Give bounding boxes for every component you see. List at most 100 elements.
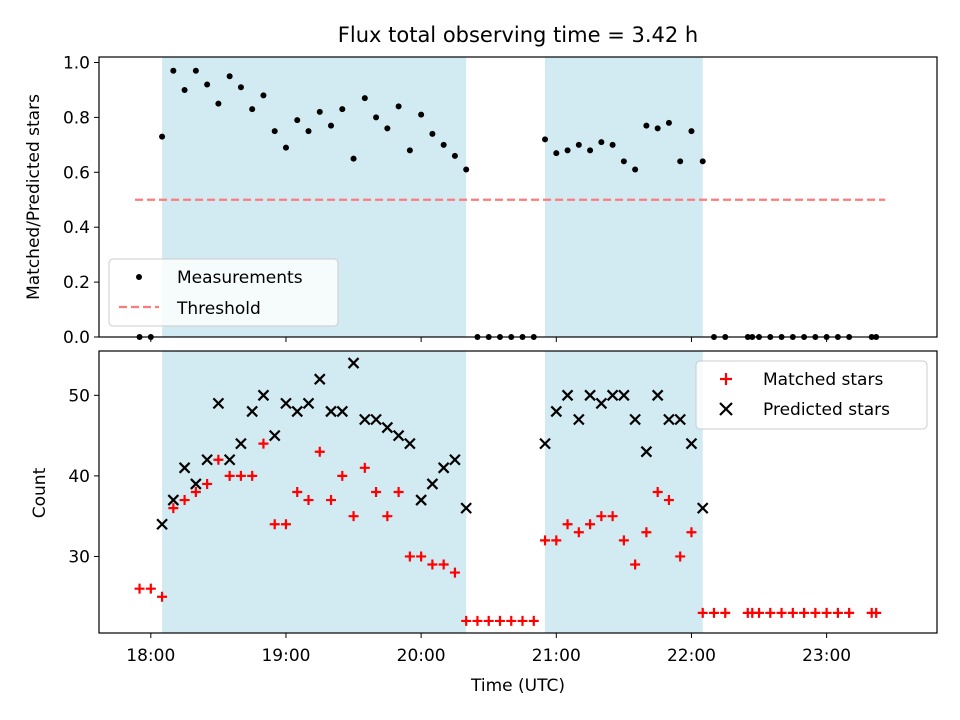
measurement-point: [418, 111, 425, 118]
matched-stars-point: [258, 438, 269, 449]
predicted-stars-point: [223, 453, 236, 466]
predicted-stars-point: [280, 397, 292, 410]
predicted-stars-point: [313, 373, 326, 385]
matched-stars-point: [596, 511, 607, 522]
measurement-point: [282, 144, 289, 151]
measurement-point: [587, 147, 594, 154]
measurement-point: [429, 130, 436, 137]
matched-stars-point: [337, 470, 348, 481]
predicted-stars-point: [640, 445, 653, 458]
legend-label-matched: Matched stars: [763, 370, 883, 390]
predicted-stars-point: [370, 413, 382, 426]
predicted-stars-point: [449, 453, 461, 466]
matched-stars-point: [607, 511, 618, 522]
matched-stars-point: [483, 615, 494, 626]
observing-window: [162, 351, 467, 633]
predicted-stars-point: [347, 357, 360, 369]
matched-stars-point: [506, 615, 517, 626]
matched-stars-point: [247, 470, 258, 481]
matched-stars-point: [145, 583, 156, 594]
matched-stars-point: [359, 462, 370, 473]
matched-stars-point: [641, 527, 652, 538]
predicted-stars-point: [437, 462, 450, 474]
measurement-point: [609, 141, 616, 148]
measurement-point: [440, 141, 447, 148]
x-tick-label: 19:00: [261, 646, 310, 666]
x-tick-label: 20:00: [397, 646, 446, 666]
matched-stars-point: [461, 615, 472, 626]
matched-stars-point: [269, 519, 280, 530]
measurement-point: [170, 67, 177, 74]
measurements-series: [136, 67, 880, 340]
predicted-stars-point: [618, 389, 630, 402]
matched-stars-point: [821, 607, 832, 618]
matched-stars-point: [134, 583, 145, 594]
matched-stars-point: [371, 487, 382, 497]
matched-stars-point: [720, 607, 731, 618]
measurement-point: [665, 119, 672, 126]
matched-stars-point: [776, 607, 787, 618]
predicted-stars-point: [629, 413, 641, 426]
matched-stars-point: [562, 519, 573, 530]
matched-stars-point: [472, 615, 483, 626]
predicted-stars-point: [156, 518, 168, 531]
y-tick-label: 0.0: [63, 328, 90, 348]
bottom-legend-box: [695, 360, 928, 430]
matched-stars-point: [697, 607, 708, 618]
measurement-point: [463, 166, 470, 173]
predicted-stars-point: [460, 502, 472, 514]
matched-stars-point: [652, 487, 663, 497]
predicted-stars-point: [539, 437, 551, 450]
measurement-point: [542, 136, 549, 143]
measurement-point: [237, 84, 244, 91]
measurement-point: [677, 158, 684, 165]
predicted-stars-point: [651, 389, 664, 402]
x-tick-label: 22:00: [667, 646, 716, 666]
predicted-stars-point: [381, 421, 394, 434]
matched-stars-point: [449, 567, 460, 578]
top-x-ticks: [150, 337, 828, 342]
measurement-point: [688, 128, 695, 135]
top-legend-box: [108, 258, 339, 327]
predicted-stars-point: [167, 494, 180, 506]
bottom-axes-frame: [98, 350, 938, 634]
measurement-point: [192, 67, 199, 74]
top-panel: 0.0 0.2 0.4 0.6 0.8 1.0 Matched/Predicted sta…: [24, 53, 938, 348]
legend-label-measurements: Measurements: [177, 268, 303, 288]
matched-stars-point: [585, 519, 596, 530]
matched-stars-point: [213, 454, 224, 465]
legend-marker-measurements: [136, 274, 142, 280]
matched-stars-point: [348, 511, 359, 522]
matched-stars-point: [190, 487, 201, 497]
measurement-point: [181, 86, 188, 93]
measurement-point: [654, 125, 661, 132]
y-tick-label: 30: [68, 547, 90, 567]
measurement-point: [215, 100, 222, 107]
measurement-point: [395, 103, 402, 110]
measurement-point: [294, 117, 301, 124]
matched-stars-point: [787, 607, 798, 618]
top-legend: Measurements Threshold: [108, 258, 339, 327]
predicted-stars-point: [291, 405, 304, 418]
measurement-point: [260, 92, 267, 99]
predicted-stars-point: [606, 389, 619, 402]
matched-stars-point: [494, 615, 505, 626]
matched-stars-point: [427, 559, 438, 570]
matched-stars-point: [765, 607, 776, 618]
measurement-point: [159, 133, 166, 140]
predicted-stars-point: [550, 405, 563, 418]
matched-stars-series: [134, 438, 882, 626]
predicted-stars-point: [257, 389, 270, 402]
matched-stars-point: [438, 559, 449, 570]
matched-stars-point: [157, 591, 168, 602]
x-axis-label: Time (UTC): [470, 676, 565, 696]
matched-stars-point: [810, 607, 821, 618]
y-tick-label: 0.4: [63, 218, 90, 238]
predicted-stars-point: [573, 413, 585, 426]
matched-stars-point: [314, 446, 325, 457]
bottom-panel: 30 40 50 18:00 19:00 20:00 21:00 22:00 23:00 Co…: [30, 350, 938, 696]
predicted-stars-point: [302, 397, 315, 410]
predicted-stars-point: [696, 502, 709, 514]
measurement-point: [305, 128, 312, 135]
